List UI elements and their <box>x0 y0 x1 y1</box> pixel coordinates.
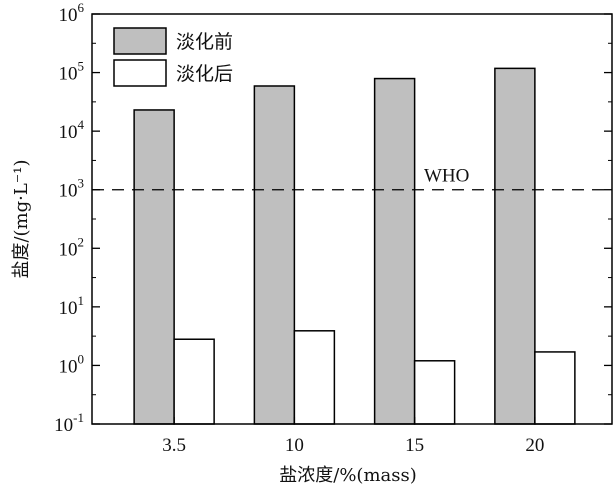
bar-after-10 <box>293 330 336 425</box>
y-tick-label: 101 <box>59 293 85 319</box>
x-tick-label: 3.5 <box>162 435 186 456</box>
bar-before-3.5 <box>133 109 175 425</box>
y-tick-label: 104 <box>59 117 85 143</box>
who-reference-label: WHO <box>424 166 469 187</box>
y-axis-label: 盐度/(mg·L⁻¹) <box>11 159 32 278</box>
x-tick-label: 10 <box>285 435 304 456</box>
bar-before-20 <box>494 67 536 425</box>
y-tick-label: 103 <box>59 176 85 202</box>
x-tick-label: 20 <box>525 435 544 456</box>
legend-label-before: 淡化前 <box>176 31 233 53</box>
bar-after-20 <box>534 351 576 425</box>
legend-swatch-before <box>113 27 167 55</box>
y-tick-label: 106 <box>59 0 85 26</box>
x-tick-label: 15 <box>405 435 424 456</box>
bar-before-15 <box>373 77 416 425</box>
legend-label-after: 淡化后 <box>176 63 233 85</box>
plot-frame <box>91 13 613 425</box>
bar-after-15 <box>413 360 456 425</box>
y-tick-label: 105 <box>59 59 85 85</box>
y-tick-label: 10-1 <box>54 410 84 436</box>
y-tick-label: 100 <box>59 351 85 377</box>
legend-swatch-after <box>113 59 167 87</box>
x-axis-label: 盐浓度/%(mass) <box>279 465 417 486</box>
y-tick-label: 102 <box>59 234 85 260</box>
bar-before-10 <box>253 85 296 425</box>
bar-after-3.5 <box>173 338 215 425</box>
